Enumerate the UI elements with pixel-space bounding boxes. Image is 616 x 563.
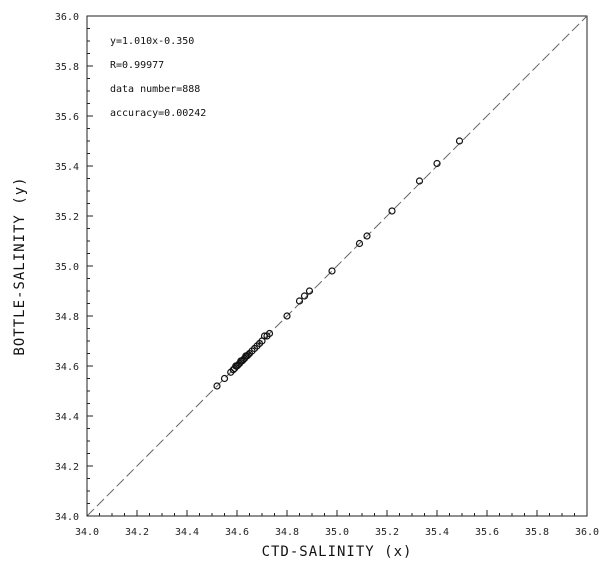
annotation-r: R=0.99977 [110,60,164,71]
y-axis-label: BOTTLE-SALINITY (y) [12,176,28,355]
y-tick-label: 36.0 [55,12,79,23]
y-tick-label: 34.6 [55,362,79,373]
y-tick-label: 34.2 [55,462,79,473]
y-tick-label: 35.4 [55,162,79,173]
x-tick-label: 35.6 [475,527,499,538]
x-tick-label: 34.2 [125,527,149,538]
scatter-point [244,351,252,359]
scatter-point [363,232,371,240]
points-layer [213,137,464,390]
x-tick-label: 34.8 [275,527,299,538]
annotation-data-number: data number=888 [110,84,200,95]
x-tick-label: 35.2 [375,527,399,538]
x-tick-label: 34.6 [225,527,249,538]
scatter-point [355,239,364,248]
scatter-point [455,137,464,145]
x-tick-label: 35.4 [425,527,449,538]
scatter-point [213,382,221,390]
scatter-point [300,292,309,300]
reference-line [86,15,588,517]
annotation-equation: y=1.010x-0.350 [110,36,194,47]
scatter-point [295,297,304,305]
scatter-point [433,159,441,168]
y-tick-label: 34.0 [55,512,79,523]
y-tick-label: 34.8 [55,312,79,323]
scatter-point [283,312,291,320]
x-tick-label: 36.0 [575,527,599,538]
y-tick-label: 35.2 [55,212,79,223]
y-tick-label: 34.4 [55,412,79,423]
x-ticks: 34.0 34.2 34.4 34.6 34.8 35.0 35.2 35.4 35.6 35.8… [75,510,599,538]
scatter-point [328,267,336,275]
scatter-point [265,329,274,338]
x-axis-label: CTD-SALINITY (x) [262,544,413,560]
scatter-point [220,374,229,383]
y-ticks: 34.0 34.2 34.4 34.6 34.8 35.0 35.2 35.4 35.6 35.8… [55,12,93,523]
y-tick-label: 35.0 [55,262,79,273]
scatter-point [305,287,314,295]
x-tick-label: 34.4 [175,527,199,538]
y-tick-label: 35.8 [55,62,79,73]
y-tick-label: 35.6 [55,112,79,123]
annotation-accuracy: accuracy=0.00242 [110,108,206,119]
scatter-point [388,207,396,215]
x-tick-label: 35.0 [325,527,349,538]
scatter-point [415,177,424,185]
x-tick-label: 35.8 [525,527,549,538]
x-tick-label: 34.0 [75,527,99,538]
